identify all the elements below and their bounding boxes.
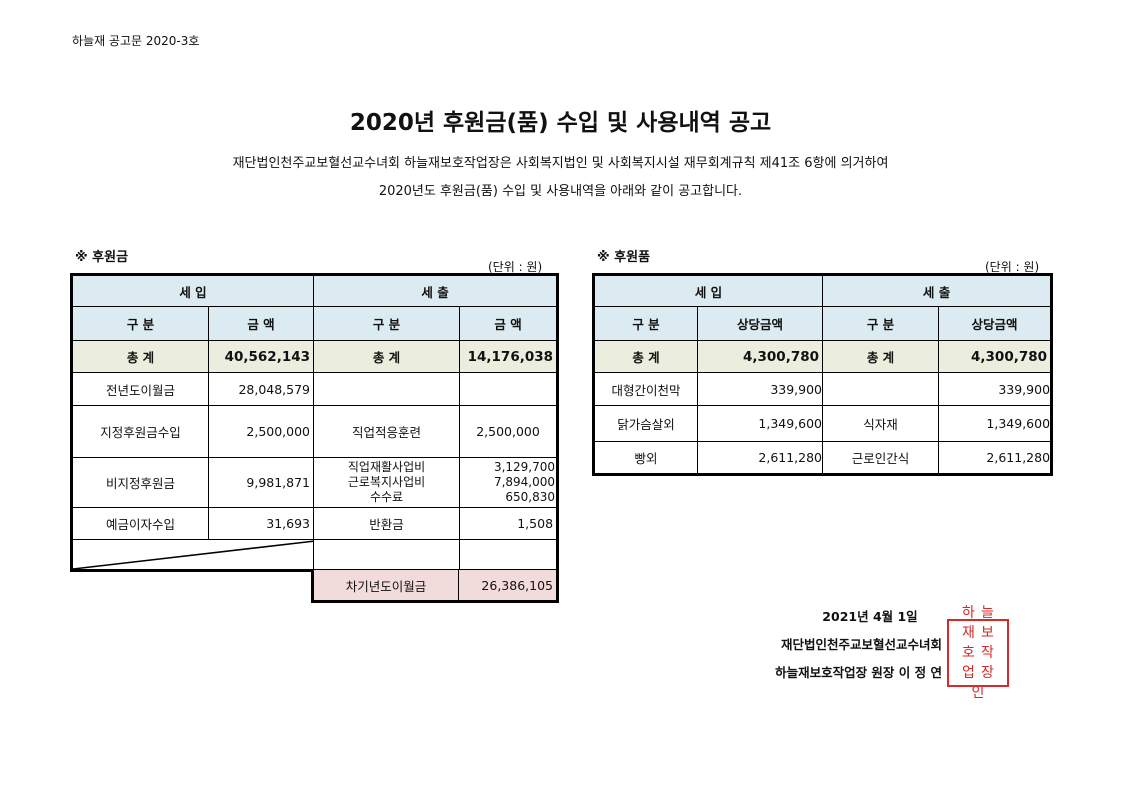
income-category: 지정후원금수입: [71, 405, 209, 458]
income-total: 40,562,143: [207, 340, 315, 373]
intro: 재단법인천주교보혈선교수녀회 하늘재보호작업장은 사회복지법인 및 사회복지시설…: [20, 150, 1101, 206]
expense-amount: 2,500,000: [459, 405, 559, 458]
expense-category: [313, 372, 461, 406]
page-title: 2020년 후원금(품) 수입 및 사용내역 공고: [349, 110, 772, 136]
income-amount: 2,500,000: [207, 405, 315, 458]
total-label: 총 계: [822, 340, 940, 373]
money-section-title: ※ 후원금: [75, 250, 129, 265]
income-amount: 339,900: [696, 372, 824, 406]
total-label: 총 계: [71, 340, 209, 373]
goods-unit: (단위 : 원): [985, 260, 1040, 274]
carryover-table: 차기년도이월금 26,386,105: [311, 569, 559, 603]
expense-total: 14,176,038: [459, 340, 559, 373]
income-total: 4,300,780: [696, 340, 824, 373]
expense-amount: 2,611,280: [938, 441, 1053, 475]
total-label: 총 계: [313, 340, 461, 373]
income-amount: 9,981,871: [207, 457, 315, 508]
table-row: 예금이자수입 31,693 반환금 1,508: [71, 507, 559, 540]
expense-category: 식자재: [822, 405, 940, 442]
expense-category: 직업재활사업비 근로복지사업비 수수료: [313, 457, 461, 508]
intro-line-1: 재단법인천주교보혈선교수녀회 하늘재보호작업장은 사회복지법인 및 사회복지시설…: [232, 156, 889, 171]
expense-header: 세 출: [822, 274, 1053, 307]
expense-amount: 1,349,600: [938, 405, 1053, 442]
expense-amount: 1,508: [459, 507, 559, 540]
money-unit: (단위 : 원): [488, 260, 543, 274]
income-category: 예금이자수입: [71, 507, 209, 540]
income-category: 닭가슴살외: [593, 405, 698, 442]
signature-signer: 하늘재보호작업장 원장 이 정 연: [775, 665, 942, 680]
income-header: 세 입: [592, 274, 824, 307]
table-row: 전년도이월금 28,048,579: [71, 372, 559, 406]
document-number: 하늘재 공고문 2020-3호: [72, 34, 200, 48]
col-category: 구 분: [71, 306, 209, 341]
expense-category: [822, 372, 940, 406]
expense-header: 세 출: [313, 274, 559, 307]
expense-category: 반환금: [313, 507, 461, 540]
income-category: 대형간이천막: [593, 372, 698, 406]
col-amount: 상당금액: [938, 306, 1053, 341]
income-header: 세 입: [70, 274, 315, 307]
goods-table: 세 입 세 출 구 분 상당금액 구 분 상당금액 총 계 4,300,780 …: [592, 273, 1054, 476]
total-label: 총 계: [593, 340, 698, 373]
col-amount: 상당금액: [696, 306, 824, 341]
income-amount: 28,048,579: [207, 372, 315, 406]
expense-category: 직업적응훈련: [313, 405, 461, 458]
col-category: 구 분: [313, 306, 461, 341]
col-amount: 금 액: [207, 306, 315, 341]
expense-category: 근로인간식: [822, 441, 940, 475]
income-category: 전년도이월금: [71, 372, 209, 406]
diagonal-line: [73, 540, 313, 570]
col-category: 구 분: [593, 306, 698, 341]
carryover-label: 차기년도이월금: [312, 569, 459, 602]
empty-cell: [459, 539, 559, 571]
income-category: 비지정후원금: [71, 457, 209, 508]
table-row: 닭가슴살외 1,349,600 식자재 1,349,600: [593, 405, 1053, 442]
table-row: 대형간이천막 339,900 339,900: [593, 372, 1053, 406]
expense-amount: 339,900: [938, 372, 1053, 406]
income-amount: 1,349,600: [696, 405, 824, 442]
income-amount: 31,693: [207, 507, 315, 540]
col-amount: 금 액: [459, 306, 559, 341]
carryover-amount: 26,386,105: [458, 569, 558, 602]
money-table: 세 입 세 출 구 분 금 액 구 분 금 액 총 계 40,562,143 총…: [70, 273, 560, 572]
income-category: 빵외: [593, 441, 698, 475]
expense-amount: 3,129,700 7,894,000 650,830: [459, 457, 559, 508]
intro-line-2: 2020년도 후원금(품) 수입 및 사용내역을 아래와 같이 공고합니다.: [378, 184, 743, 199]
expense-amount: [459, 372, 559, 406]
goods-section-title: ※ 후원품: [597, 250, 651, 265]
empty-diagonal-cell: [70, 539, 315, 571]
income-amount: 2,611,280: [696, 441, 824, 475]
table-row: 비지정후원금 9,981,871 직업재활사업비 근로복지사업비 수수료 3,1…: [71, 457, 559, 508]
table-row: 지정후원금수입 2,500,000 직업적응훈련 2,500,000: [71, 405, 559, 458]
table-row: 빵외 2,611,280 근로인간식 2,611,280: [593, 441, 1053, 475]
expense-total: 4,300,780: [938, 340, 1053, 373]
col-category: 구 분: [822, 306, 940, 341]
empty-cell: [313, 539, 461, 571]
signature-date: 2021년 4월 1일: [822, 609, 918, 624]
signature-org: 재단법인천주교보혈선교수녀회: [780, 637, 942, 652]
